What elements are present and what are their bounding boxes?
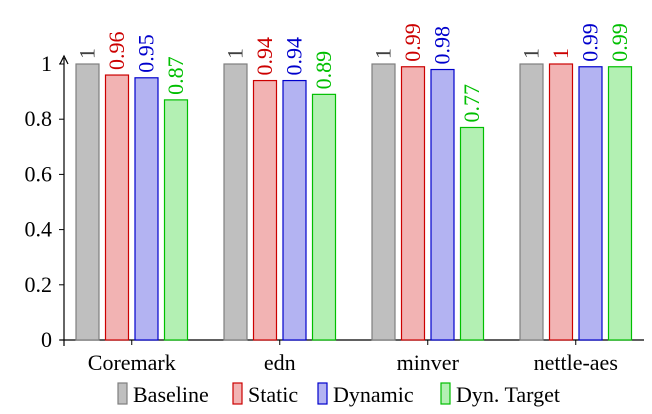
data-label: 1 bbox=[75, 48, 100, 59]
data-label: 0.94 bbox=[282, 37, 307, 76]
bar-baseline bbox=[75, 63, 100, 341]
data-label: 0.77 bbox=[459, 84, 484, 123]
legend-label: Baseline bbox=[133, 382, 209, 407]
bar-dynamic bbox=[134, 77, 159, 341]
x-tick-label: Coremark bbox=[88, 350, 176, 375]
data-label: 0.89 bbox=[311, 51, 336, 90]
data-label: 0.99 bbox=[578, 23, 603, 62]
bar-dynamic bbox=[430, 68, 455, 341]
y-tick-label: 0.6 bbox=[25, 161, 53, 186]
data-label: 1 bbox=[519, 48, 544, 59]
x-tick-label: nettle-aes bbox=[534, 350, 618, 375]
y-axis-arrow bbox=[59, 54, 69, 65]
y-tick-label: 0.8 bbox=[25, 106, 53, 131]
bar-dynamic bbox=[282, 79, 307, 341]
bar-dyn-target bbox=[163, 99, 189, 341]
legend-label: Dynamic bbox=[333, 382, 414, 407]
legend: Baseline Static Dynamic Dyn. Target bbox=[117, 382, 560, 407]
y-tick-label: 0.2 bbox=[25, 272, 53, 297]
bar-static bbox=[104, 74, 130, 341]
data-label: 0.94 bbox=[252, 37, 277, 76]
data-label: 0.95 bbox=[134, 34, 159, 73]
legend-swatch bbox=[117, 382, 128, 405]
bar-baseline bbox=[519, 63, 544, 341]
y-tick-label: 0 bbox=[41, 327, 52, 352]
data-label: 0.98 bbox=[430, 26, 455, 65]
legend-swatch bbox=[440, 382, 451, 405]
data-label: 0.96 bbox=[104, 32, 129, 71]
data-label: 1 bbox=[548, 48, 573, 59]
bar-static bbox=[252, 79, 278, 341]
bar-static bbox=[400, 66, 426, 341]
data-label: 1 bbox=[223, 48, 248, 59]
y-tick-label: 1 bbox=[41, 51, 52, 76]
bar-dyn-target bbox=[607, 66, 633, 341]
data-label: 0.99 bbox=[607, 23, 632, 62]
legend-label: Static bbox=[248, 382, 298, 407]
legend-swatch bbox=[232, 382, 243, 405]
legend-label: Dyn. Target bbox=[456, 382, 560, 407]
data-label: 1 bbox=[371, 48, 396, 59]
bar-dyn-target bbox=[459, 126, 485, 341]
x-tick-label: edn bbox=[264, 350, 296, 375]
y-tick-label: 0.4 bbox=[25, 217, 53, 242]
bar-static bbox=[548, 63, 574, 341]
bar-baseline bbox=[223, 63, 248, 341]
legend-swatch bbox=[317, 382, 328, 405]
bar-dynamic bbox=[578, 66, 603, 341]
data-label: 0.99 bbox=[400, 23, 425, 62]
bar-baseline bbox=[371, 63, 396, 341]
x-tick-label: minver bbox=[397, 350, 460, 375]
bar-dyn-target bbox=[311, 93, 337, 341]
data-label: 0.87 bbox=[163, 56, 188, 95]
